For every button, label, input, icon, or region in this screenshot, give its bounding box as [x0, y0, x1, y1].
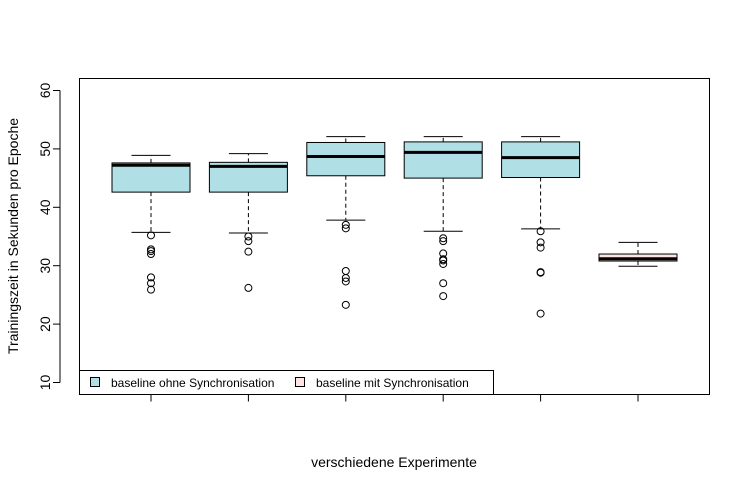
- box-group: [208, 153, 288, 292]
- outlier-point: [341, 220, 350, 229]
- legend-label-mit: baseline mit Synchronisation: [316, 376, 469, 390]
- outlier-point: [244, 232, 253, 241]
- y-tick-label: 30: [37, 258, 53, 274]
- box-group: [403, 136, 483, 301]
- outlier-point: [244, 247, 253, 256]
- box-iqr: [111, 162, 191, 193]
- outlier-point: [147, 250, 155, 259]
- x-axis-title: verschiedene Experimente: [311, 454, 477, 470]
- outlier-point: [536, 268, 545, 277]
- y-tick-label: 50: [37, 141, 53, 157]
- box-group: [306, 136, 386, 309]
- outlier-point: [147, 247, 155, 256]
- legend-frame: [79, 370, 494, 395]
- y-tick-label: 10: [37, 375, 53, 391]
- outlier-point: [439, 292, 448, 301]
- box-group: [501, 136, 581, 318]
- outlier-point: [341, 277, 350, 286]
- x-ticks: [150, 394, 639, 402]
- plot-frame: [79, 78, 710, 395]
- outlier-point: [439, 234, 448, 243]
- outlier-point: [439, 237, 448, 246]
- box-iqr: [501, 141, 581, 179]
- outlier-point: [536, 238, 545, 247]
- outlier-point: [439, 259, 448, 268]
- outlier-point: [341, 266, 350, 275]
- x-axis: [150, 394, 639, 402]
- box-iqr: [306, 141, 386, 177]
- legend-swatch-mit: [295, 377, 305, 387]
- y-tick-label: 40: [37, 199, 53, 215]
- outlier-point: [147, 279, 155, 288]
- box-iqr: [403, 141, 483, 179]
- y-ticks: 10 20 30 40 50 60: [37, 83, 60, 391]
- boxes: [111, 136, 678, 318]
- y-axis: 10 20 30 40 50 60: [37, 83, 61, 391]
- outlier-point: [439, 256, 448, 265]
- y-tick-label: 60: [37, 83, 53, 99]
- outlier-point: [341, 273, 350, 282]
- box-group: [598, 241, 678, 267]
- outlier-point: [244, 237, 253, 246]
- legend-label-ohne: baseline ohne Synchronisation: [111, 376, 274, 390]
- outlier-point: [341, 224, 350, 233]
- y-axis-title: Trainingszeit in Sekunden pro Epoche: [5, 118, 21, 354]
- outlier-point: [147, 273, 155, 282]
- outlier-point: [244, 283, 253, 292]
- outlier-point: [536, 243, 545, 252]
- box-group: [111, 154, 191, 294]
- outlier-point: [536, 227, 545, 236]
- outlier-point: [341, 300, 350, 309]
- y-tick-label: 20: [37, 316, 53, 332]
- outlier-point: [439, 279, 448, 288]
- outlier-point: [147, 285, 155, 294]
- outlier-point: [147, 231, 155, 240]
- outlier-point: [536, 309, 545, 318]
- legend-swatch-ohne: [90, 377, 100, 387]
- legend: baseline ohne Synchronisation baseline m…: [79, 370, 494, 395]
